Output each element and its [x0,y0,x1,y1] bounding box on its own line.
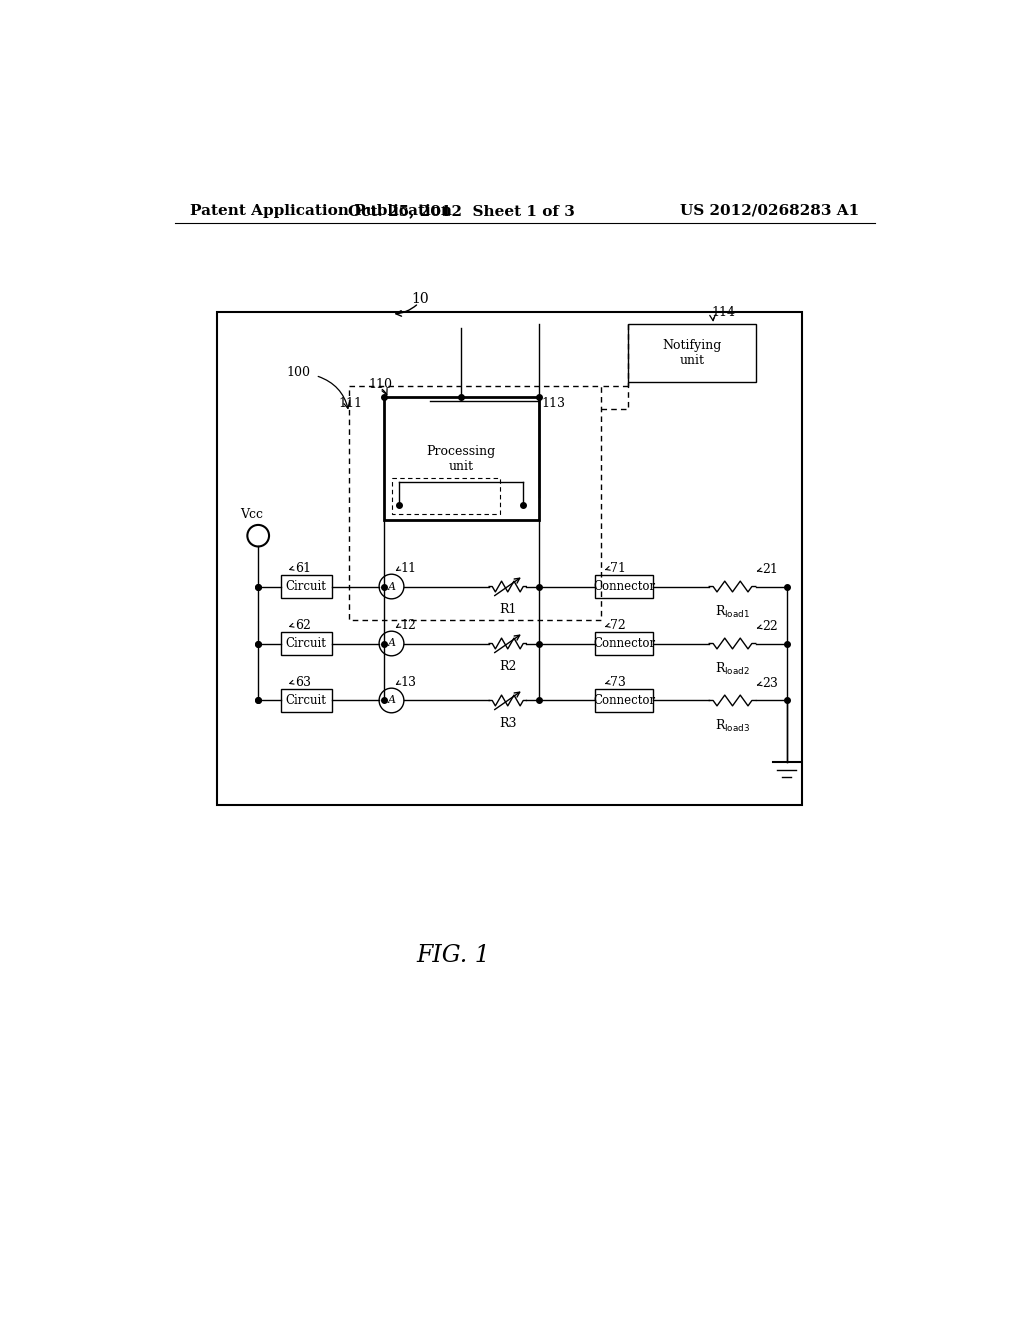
Text: A: A [387,582,395,591]
Text: 62: 62 [295,619,310,631]
Text: Processing
unit: Processing unit [427,445,496,473]
Text: 11: 11 [400,562,417,576]
Text: Circuit: Circuit [286,638,327,649]
Text: 73: 73 [610,676,626,689]
Text: R3: R3 [499,718,516,730]
Text: 13: 13 [400,676,417,689]
Text: R$_{\rm load2}$: R$_{\rm load2}$ [715,660,750,677]
Text: 10: 10 [411,292,428,306]
Text: R$_{\rm load3}$: R$_{\rm load3}$ [715,718,750,734]
Text: 72: 72 [610,619,626,631]
Text: 113: 113 [541,397,565,409]
Text: 110: 110 [369,379,392,391]
Circle shape [379,688,403,713]
Text: Oct. 25, 2012  Sheet 1 of 3: Oct. 25, 2012 Sheet 1 of 3 [348,203,574,218]
Text: 100: 100 [287,366,311,379]
Text: 23: 23 [762,677,778,690]
Text: Vcc: Vcc [241,508,263,521]
Text: 21: 21 [762,564,778,576]
Text: Connector: Connector [593,694,655,708]
Text: US 2012/0268283 A1: US 2012/0268283 A1 [680,203,859,218]
Text: 22: 22 [762,620,777,634]
Text: Circuit: Circuit [286,579,327,593]
Text: A: A [387,639,395,648]
Circle shape [379,574,403,599]
Text: 12: 12 [400,619,417,632]
Text: Notifying
unit: Notifying unit [663,339,722,367]
Text: 63: 63 [295,676,310,689]
Text: Connector: Connector [593,638,655,649]
Text: Connector: Connector [593,579,655,593]
Text: FIG. 1: FIG. 1 [417,944,490,966]
Text: R$_{\rm load1}$: R$_{\rm load1}$ [715,603,750,619]
Text: R1: R1 [499,603,516,616]
Text: R2: R2 [499,660,516,673]
Text: A: A [387,696,395,705]
Text: Circuit: Circuit [286,694,327,708]
Text: 71: 71 [610,561,626,574]
Text: 61: 61 [295,561,310,574]
Text: 111: 111 [339,397,362,409]
Circle shape [379,631,403,656]
Text: Patent Application Publication: Patent Application Publication [190,203,452,218]
Text: 114: 114 [712,306,735,319]
